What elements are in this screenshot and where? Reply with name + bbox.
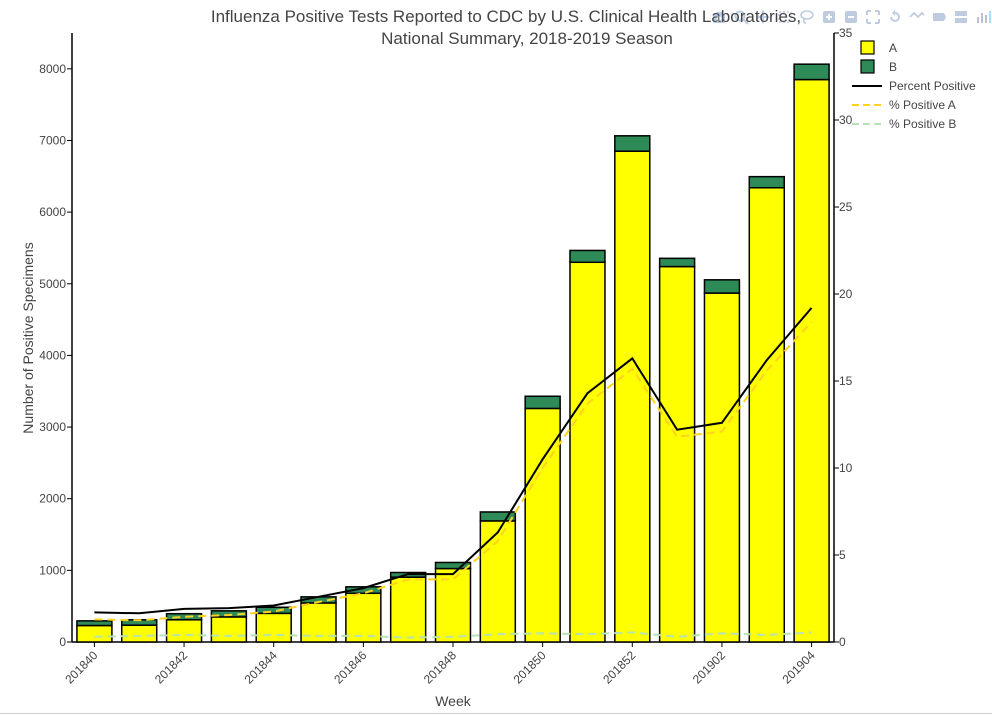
- divider: [0, 713, 992, 714]
- bar-a-201904[interactable]: [793, 78, 830, 643]
- bar-b-201904[interactable]: [793, 63, 830, 81]
- x-tick-label: 201852: [600, 648, 638, 686]
- x-tick-label: 201850: [511, 648, 549, 686]
- y2-tick-label: 10: [839, 461, 853, 475]
- lasso-icon[interactable]: [798, 8, 816, 26]
- bar-b-201842[interactable]: [165, 612, 203, 621]
- y-tick-label: 2000: [39, 492, 66, 506]
- bar-a-201840[interactable]: [76, 624, 113, 643]
- zoom-icon[interactable]: [732, 8, 750, 26]
- x-tick-label: 201844: [242, 648, 280, 686]
- legend-item--positive-b[interactable]: % Positive B: [852, 117, 956, 131]
- y2-tick-label: 30: [839, 113, 853, 127]
- y2-tick-label: 35: [839, 26, 853, 40]
- zoom-in-icon[interactable]: [820, 8, 838, 26]
- legend-label: Percent Positive: [889, 79, 976, 93]
- bar-a-201848[interactable]: [434, 567, 472, 643]
- x-tick-label: 201842: [152, 648, 190, 686]
- bar-a-201902[interactable]: [703, 292, 741, 643]
- legend-swatch: [860, 40, 875, 55]
- modebar: [710, 8, 992, 26]
- y2-tick-label: 5: [839, 548, 846, 562]
- legend-label: % Positive B: [889, 117, 956, 131]
- x-tick-label: 201846: [331, 648, 369, 686]
- bar-a-201842[interactable]: [165, 619, 203, 643]
- bar-a-201846[interactable]: [345, 592, 382, 643]
- bar-b-201901[interactable]: [658, 257, 696, 268]
- y-tick-label: 1000: [39, 563, 66, 577]
- hover-compare-icon[interactable]: [952, 8, 970, 26]
- bar-a-201901[interactable]: [658, 265, 696, 643]
- y2-tick-label: 0: [839, 635, 846, 649]
- x-tick-label: 201902: [690, 648, 728, 686]
- y2-tick-label: 25: [839, 200, 853, 214]
- x-tick-label: 201904: [779, 648, 817, 686]
- legend-item-a[interactable]: A: [860, 40, 897, 55]
- y2-tick-label: 20: [839, 287, 853, 301]
- legend[interactable]: AB Percent Positive % Positive A % Positive…: [852, 40, 976, 131]
- bar-a-201850[interactable]: [524, 407, 561, 643]
- legend-swatch: [860, 59, 875, 74]
- y-tick-label: 7000: [39, 133, 66, 147]
- pan-icon[interactable]: [754, 8, 772, 26]
- bar-a-201844[interactable]: [255, 612, 292, 643]
- y-tick-label: 0: [59, 635, 66, 649]
- line--positive-a[interactable]: [94, 321, 813, 622]
- bar-b-201840[interactable]: [76, 620, 113, 627]
- bar-a-201903[interactable]: [748, 187, 785, 643]
- legend-label: A: [889, 41, 897, 55]
- bar-a-201852[interactable]: [614, 150, 651, 643]
- bar-b-201844[interactable]: [255, 606, 292, 615]
- legend-item-percent-positive[interactable]: Percent Positive: [852, 79, 976, 93]
- bar-b-201851[interactable]: [569, 249, 606, 264]
- bar-a-201847[interactable]: [389, 576, 427, 643]
- legend-item-b[interactable]: B: [860, 59, 897, 74]
- bar-b-201852[interactable]: [614, 135, 651, 152]
- bar-b-201846[interactable]: [345, 586, 382, 595]
- y-tick-label: 5000: [39, 277, 66, 291]
- plot-area[interactable]: 0 1000 2000 3000 4000 5000 6000 7000 8000 0 5 10 15 2…: [39, 26, 852, 686]
- bar-a-201851[interactable]: [569, 261, 606, 643]
- bar-b-201848[interactable]: [434, 561, 472, 570]
- line--positive-b[interactable]: [94, 631, 812, 639]
- autoscale-icon[interactable]: [864, 8, 882, 26]
- bar-a-201841[interactable]: [121, 624, 158, 643]
- y2-tick-label: 15: [839, 374, 853, 388]
- bar-a-201843[interactable]: [210, 616, 248, 643]
- y-tick-label: 4000: [39, 348, 66, 362]
- y-tick-label: 6000: [39, 205, 66, 219]
- plotly-logo-icon[interactable]: [974, 8, 992, 26]
- chart-title-line1: Influenza Positive Tests Reported to CDC…: [211, 7, 801, 26]
- x-tick-label: 201840: [62, 648, 100, 686]
- bar-b-201850[interactable]: [524, 395, 561, 410]
- bar-b-201902[interactable]: [703, 279, 741, 294]
- x-tick-label: 201848: [421, 648, 459, 686]
- reset-axes-icon[interactable]: [886, 8, 904, 26]
- y-tick-label: 3000: [39, 420, 66, 434]
- camera-icon[interactable]: [710, 8, 728, 26]
- hover-closest-icon[interactable]: [930, 8, 948, 26]
- box-select-icon[interactable]: [776, 8, 794, 26]
- y-tick-label: 8000: [39, 62, 66, 76]
- y-axis-title: Number of Positive Specimens: [20, 242, 36, 433]
- chart-title-line2: National Summary, 2018-2019 Season: [381, 29, 673, 48]
- legend-label: B: [889, 60, 897, 74]
- legend-item--positive-a[interactable]: % Positive A: [852, 98, 956, 112]
- bar-b-201849[interactable]: [479, 511, 517, 522]
- legend-label: % Positive A: [889, 98, 956, 112]
- spike-lines-icon[interactable]: [908, 8, 926, 26]
- bar-a-201849[interactable]: [479, 520, 517, 643]
- zoom-out-icon[interactable]: [842, 8, 860, 26]
- bar-b-201843[interactable]: [210, 610, 248, 618]
- line-percent-positive[interactable]: [94, 307, 813, 615]
- x-axis-title: Week: [435, 693, 472, 709]
- bar-b-201903[interactable]: [748, 175, 785, 189]
